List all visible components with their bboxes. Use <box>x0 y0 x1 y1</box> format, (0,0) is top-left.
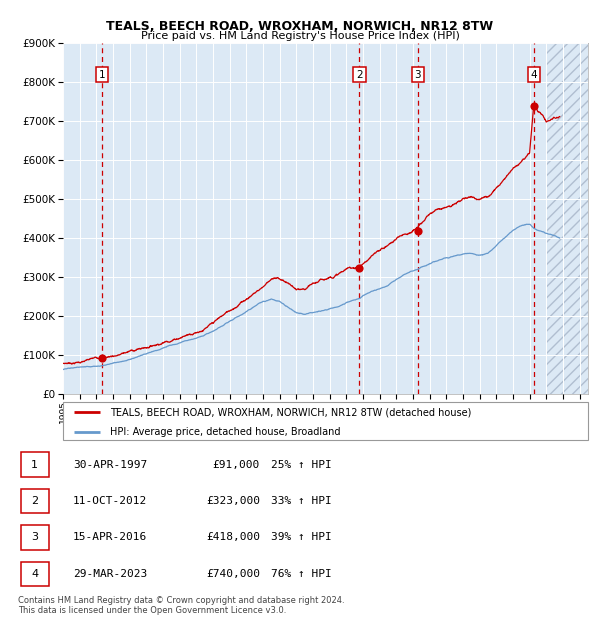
Text: TEALS, BEECH ROAD, WROXHAM, NORWICH, NR12 8TW: TEALS, BEECH ROAD, WROXHAM, NORWICH, NR1… <box>106 20 494 33</box>
Text: 11-OCT-2012: 11-OCT-2012 <box>73 496 147 506</box>
Text: 1: 1 <box>31 459 38 469</box>
Bar <box>547 43 588 394</box>
Text: 4: 4 <box>530 69 537 79</box>
Point <box>413 226 422 236</box>
Text: HPI: Average price, detached house, Broadland: HPI: Average price, detached house, Broa… <box>110 427 341 436</box>
Text: 76% ↑ HPI: 76% ↑ HPI <box>271 569 332 579</box>
Text: 39% ↑ HPI: 39% ↑ HPI <box>271 533 332 542</box>
Text: TEALS, BEECH ROAD, WROXHAM, NORWICH, NR12 8TW (detached house): TEALS, BEECH ROAD, WROXHAM, NORWICH, NR1… <box>110 407 472 417</box>
Text: £418,000: £418,000 <box>206 533 260 542</box>
Point <box>97 353 107 363</box>
Text: Contains HM Land Registry data © Crown copyright and database right 2024.
This d: Contains HM Land Registry data © Crown c… <box>18 596 344 615</box>
FancyBboxPatch shape <box>21 489 49 513</box>
Text: 30-APR-1997: 30-APR-1997 <box>73 459 147 469</box>
Text: 33% ↑ HPI: 33% ↑ HPI <box>271 496 332 506</box>
FancyBboxPatch shape <box>21 562 49 587</box>
Text: 29-MAR-2023: 29-MAR-2023 <box>73 569 147 579</box>
Text: 2: 2 <box>31 496 38 506</box>
Text: 1: 1 <box>98 69 105 79</box>
Text: 2: 2 <box>356 69 362 79</box>
Text: 3: 3 <box>415 69 421 79</box>
Text: Price paid vs. HM Land Registry's House Price Index (HPI): Price paid vs. HM Land Registry's House … <box>140 31 460 41</box>
Text: £740,000: £740,000 <box>206 569 260 579</box>
Text: £91,000: £91,000 <box>212 459 260 469</box>
FancyBboxPatch shape <box>63 402 588 440</box>
FancyBboxPatch shape <box>21 452 49 477</box>
Text: 15-APR-2016: 15-APR-2016 <box>73 533 147 542</box>
Point <box>529 100 539 110</box>
Text: 25% ↑ HPI: 25% ↑ HPI <box>271 459 332 469</box>
Text: 4: 4 <box>31 569 38 579</box>
Text: 3: 3 <box>31 533 38 542</box>
FancyBboxPatch shape <box>21 525 49 550</box>
Point <box>355 263 364 273</box>
Text: £323,000: £323,000 <box>206 496 260 506</box>
